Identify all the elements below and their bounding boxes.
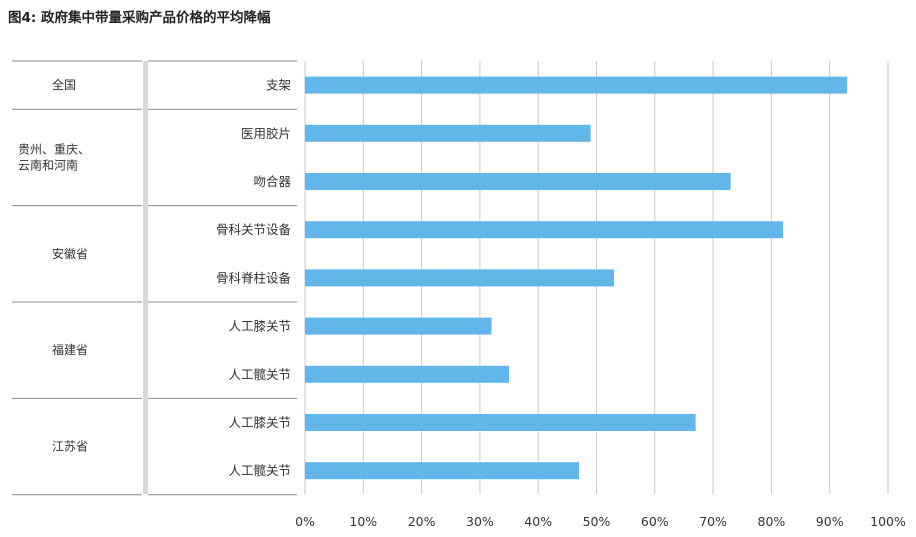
chart-title: 图4: 政府集中带量采购产品价格的平均降幅 xyxy=(8,10,271,26)
x-tick-label: 100% xyxy=(870,514,906,529)
region-label: 福建省 xyxy=(52,342,88,357)
region-label: 云南和河南 xyxy=(18,157,78,172)
category-label: 人工髋关节 xyxy=(228,367,291,382)
category-label: 人工膝关节 xyxy=(228,319,291,334)
bar xyxy=(305,462,580,480)
x-tick-label: 40% xyxy=(524,514,552,529)
bar xyxy=(305,124,591,142)
category-label: 吻合器 xyxy=(253,174,291,189)
bar xyxy=(305,414,696,431)
x-tick-label: 80% xyxy=(758,514,786,529)
x-tick-label: 10% xyxy=(349,514,377,529)
x-tick-label: 90% xyxy=(816,514,844,529)
bar xyxy=(305,317,492,335)
bar xyxy=(305,173,731,190)
x-tick-label: 60% xyxy=(641,514,669,529)
bar xyxy=(305,221,784,239)
bar xyxy=(305,269,614,287)
category-label: 骨科关节设备 xyxy=(216,222,292,237)
x-tick-label: 50% xyxy=(583,514,611,529)
region-label: 贵州、重庆、 xyxy=(18,142,90,156)
x-tick-label: 20% xyxy=(408,514,436,529)
bar xyxy=(305,365,510,383)
x-tick-label: 30% xyxy=(466,514,494,529)
category-label: 人工髋关节 xyxy=(228,463,291,478)
x-tick-label: 0% xyxy=(295,514,315,529)
column-separator xyxy=(143,61,148,494)
category-label: 骨科脊柱设备 xyxy=(216,270,292,285)
category-label: 人工膝关节 xyxy=(228,415,291,430)
region-label: 江苏省 xyxy=(52,440,88,454)
x-tick-label: 70% xyxy=(699,514,727,529)
category-label: 支架 xyxy=(266,78,291,93)
region-label: 安徽省 xyxy=(52,246,88,261)
bar xyxy=(305,76,848,94)
region-label: 全国 xyxy=(52,77,76,92)
category-label: 医用胶片 xyxy=(241,126,291,141)
